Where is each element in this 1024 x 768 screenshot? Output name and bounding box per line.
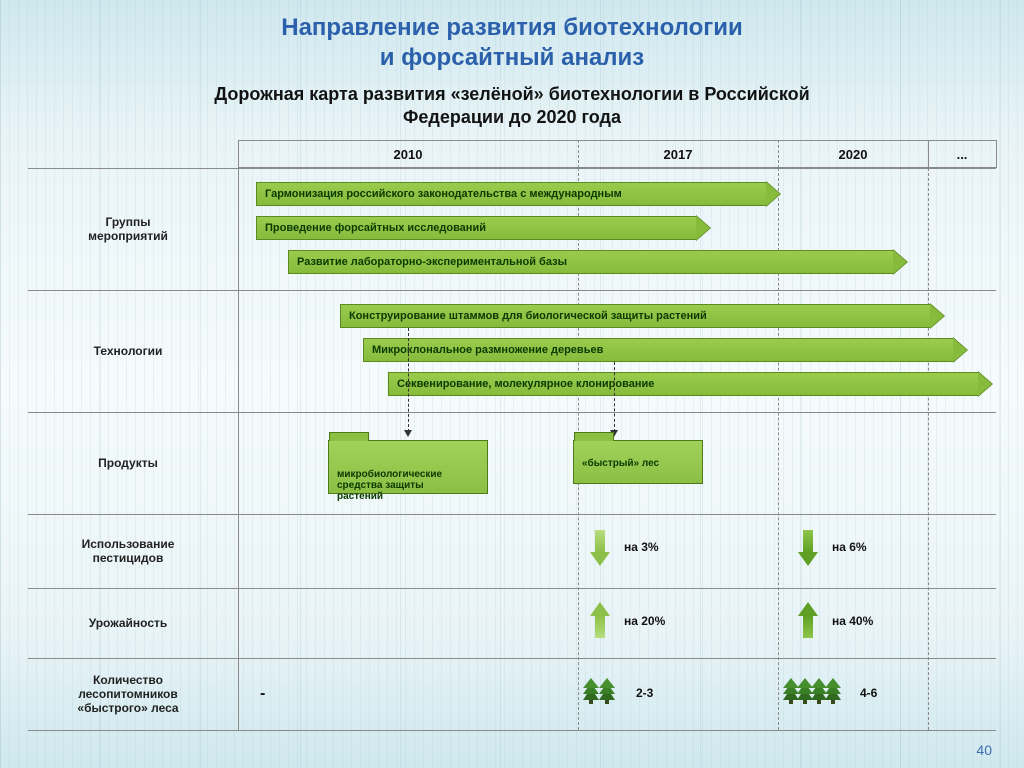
arrow-down-pest-2017 <box>590 530 610 570</box>
vline-end <box>996 140 997 168</box>
pest-2020-label: на 6% <box>832 540 867 554</box>
product-1: микробиологические средства защиты расте… <box>328 440 488 494</box>
bar-r1-3: Развитие лабораторно-экспериментальной б… <box>288 250 893 274</box>
pest-2017-label: на 3% <box>624 540 659 554</box>
tree-icon <box>784 678 798 704</box>
arrow-up-yield-2017 <box>590 602 610 642</box>
hline-7 <box>28 730 996 731</box>
vline-1 <box>238 140 239 730</box>
vline-4a <box>928 140 929 168</box>
roadmap-region: 2010 2017 2020 ... Группы мероприятий Те… <box>28 140 996 730</box>
yield-2017-label: на 20% <box>624 614 665 628</box>
arrow-up-yield-2020 <box>798 602 818 642</box>
bar-r2-2: Микроклональное размножение деревьев <box>363 338 953 362</box>
nurseries-2010-value: - <box>260 685 265 703</box>
rowlabel-groups: Группы мероприятий <box>28 168 228 290</box>
product-2: «быстрый» лес <box>573 440 703 484</box>
rowlabel-pesticides: Использование пестицидов <box>28 514 228 588</box>
nurseries-2017-label: 2-3 <box>636 686 653 700</box>
year-2017: 2017 <box>578 140 778 168</box>
subtitle-line-2: Федерации до 2020 года <box>28 107 996 128</box>
rowlabel-nurseries: Количество лесопитомников «быстрого» лес… <box>28 658 228 730</box>
title-line-2: и форсайтный анализ <box>28 44 996 72</box>
product-1-label: микробиологические средства защиты расте… <box>337 469 442 502</box>
tree-icon <box>798 678 812 704</box>
yield-2020-label: на 40% <box>832 614 873 628</box>
title-line-1: Направление развития биотехнологии <box>28 14 996 42</box>
page-number: 40 <box>976 742 992 758</box>
tree-icon <box>584 678 598 704</box>
year-dots: ... <box>928 140 996 168</box>
vline-4b <box>928 168 930 730</box>
tree-icon <box>826 678 840 704</box>
year-2020: 2020 <box>778 140 928 168</box>
vline-2a <box>578 140 580 168</box>
dash-1-head <box>404 430 412 437</box>
product-2-label: «быстрый» лес <box>582 458 659 469</box>
rowlabel-yield: Урожайность <box>28 588 228 658</box>
slide: Направление развития биотехнологии и фор… <box>0 0 1024 768</box>
year-2010: 2010 <box>238 140 578 168</box>
subtitle-line-1: Дорожная карта развития «зелёной» биотех… <box>28 84 996 105</box>
bar-r2-3: Секвенирование, молекулярное клонировани… <box>388 372 978 396</box>
dash-2 <box>614 362 615 432</box>
nurseries-2020-label: 4-6 <box>860 686 877 700</box>
product-2-tab <box>574 432 614 441</box>
bar-r1-2: Проведение форсайтных исследований <box>256 216 696 240</box>
product-1-tab <box>329 432 369 441</box>
bar-r2-1: Конструирование штаммов для биологическо… <box>340 304 930 328</box>
tree-icon <box>600 678 614 704</box>
bar-r1-1: Гармонизация российского законодательств… <box>256 182 766 206</box>
rowlabel-tech: Технологии <box>28 290 228 412</box>
dash-1 <box>408 328 409 432</box>
tree-icon <box>812 678 826 704</box>
vline-3a <box>778 140 780 168</box>
rowlabel-products: Продукты <box>28 412 228 514</box>
arrow-down-pest-2020 <box>798 530 818 570</box>
